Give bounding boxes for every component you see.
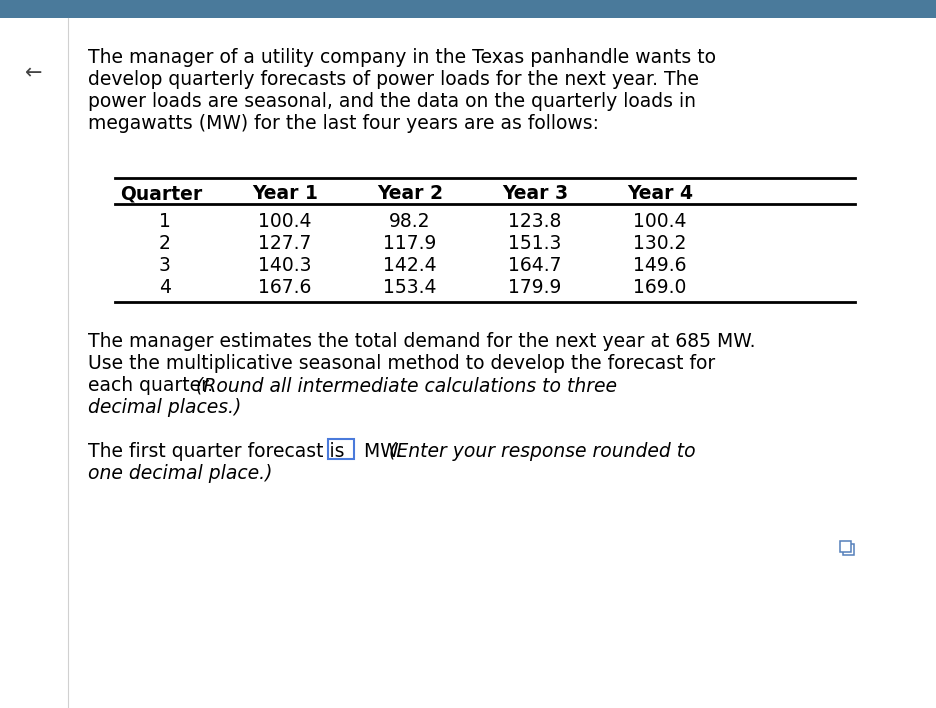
Text: MW.: MW.	[358, 442, 408, 461]
Text: 98.2: 98.2	[389, 212, 431, 231]
Bar	[0, 0, 936, 18]
Text: (Enter your response rounded to: (Enter your response rounded to	[389, 442, 695, 461]
Text: Quarter: Quarter	[120, 184, 202, 203]
Text: 167.6: 167.6	[258, 278, 312, 297]
Text: 117.9: 117.9	[384, 234, 437, 253]
Text: 2: 2	[159, 234, 171, 253]
Bar	[840, 541, 851, 552]
Text: 4: 4	[159, 278, 171, 297]
Text: Year 3: Year 3	[502, 184, 568, 203]
Text: The first quarter forecast is: The first quarter forecast is	[88, 442, 350, 461]
Text: The manager estimates the total demand for the next year at 685 MW.: The manager estimates the total demand f…	[88, 332, 755, 351]
Text: 153.4: 153.4	[383, 278, 437, 297]
Text: decimal places.): decimal places.)	[88, 398, 241, 417]
Text: Use the multiplicative seasonal method to develop the forecast for: Use the multiplicative seasonal method t…	[88, 354, 715, 373]
Text: 169.0: 169.0	[634, 278, 687, 297]
Text: 140.3: 140.3	[258, 256, 312, 275]
Text: 149.6: 149.6	[634, 256, 687, 275]
Text: 123.8: 123.8	[508, 212, 562, 231]
Text: 151.3: 151.3	[508, 234, 562, 253]
Text: 127.7: 127.7	[258, 234, 312, 253]
Bar	[328, 439, 354, 459]
Text: The manager of a utility company in the Texas panhandle wants to: The manager of a utility company in the …	[88, 48, 716, 67]
Text: Year 1: Year 1	[252, 184, 318, 203]
Text: 3: 3	[159, 256, 171, 275]
Text: Year 2: Year 2	[377, 184, 443, 203]
Text: develop quarterly forecasts of power loads for the next year. The: develop quarterly forecasts of power loa…	[88, 70, 699, 89]
Text: Year 4: Year 4	[627, 184, 693, 203]
Bar	[843, 544, 854, 555]
Text: 179.9: 179.9	[508, 278, 562, 297]
Text: one decimal place.): one decimal place.)	[88, 464, 272, 483]
Text: 164.7: 164.7	[508, 256, 562, 275]
Text: (Round all intermediate calculations to three: (Round all intermediate calculations to …	[196, 376, 617, 395]
Text: 1: 1	[159, 212, 171, 231]
Text: ←: ←	[25, 63, 43, 83]
Text: 100.4: 100.4	[634, 212, 687, 231]
Text: 130.2: 130.2	[634, 234, 687, 253]
Text: each quarter.: each quarter.	[88, 376, 219, 395]
Text: 142.4: 142.4	[383, 256, 437, 275]
Text: megawatts (MW) for the last four years are as follows:: megawatts (MW) for the last four years a…	[88, 114, 599, 133]
Text: power loads are seasonal, and the data on the quarterly loads in: power loads are seasonal, and the data o…	[88, 92, 696, 111]
Text: 100.4: 100.4	[258, 212, 312, 231]
